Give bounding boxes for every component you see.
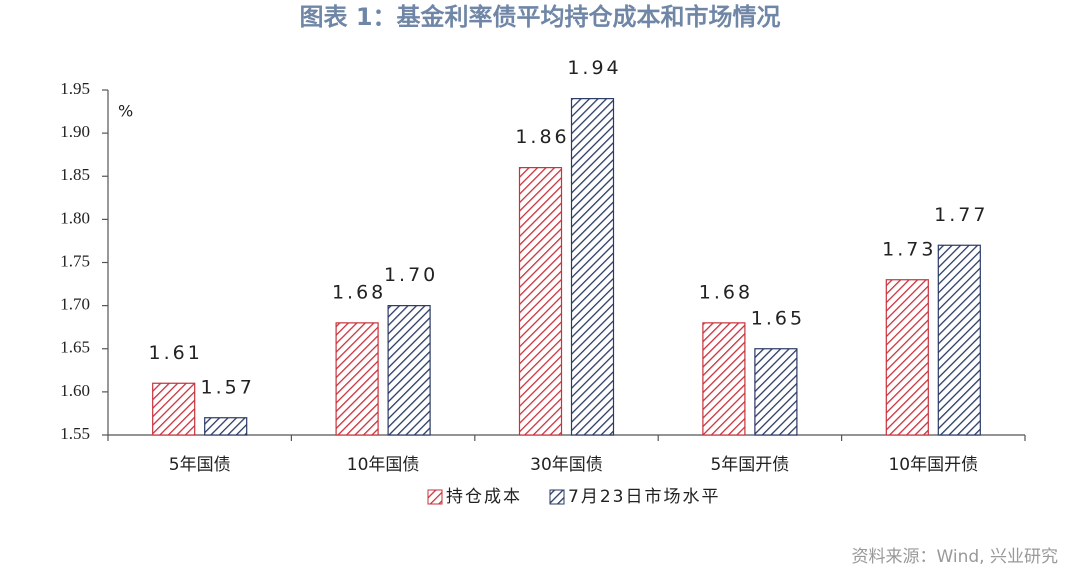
y-tick-label: 1.60 (60, 381, 90, 400)
value-label: 1.65 (751, 307, 805, 329)
value-label: 1.77 (934, 204, 988, 226)
bar (937, 244, 981, 436)
value-label: 1.86 (515, 126, 569, 148)
y-tick-label: 1.75 (60, 251, 90, 270)
value-label: 1.61 (149, 342, 203, 364)
x-tick-label: 5年国债 (169, 455, 231, 475)
chart-title: 图表 1：基金利率债平均持仓成本和市场情况 (299, 3, 780, 31)
bar (754, 348, 798, 436)
value-label: 1.94 (567, 57, 621, 79)
bar (518, 167, 563, 436)
legend-swatch (549, 489, 565, 505)
value-label: 1.68 (699, 281, 753, 303)
x-tick-label: 10年国债 (347, 455, 420, 475)
x-tick-label: 5年国开债 (710, 455, 789, 475)
x-tick-label: 10年国开债 (888, 455, 978, 475)
y-tick-label: 1.70 (60, 295, 90, 314)
y-tick-label: 1.95 (60, 79, 90, 98)
legend-swatch (427, 489, 443, 505)
value-label: 1.70 (384, 264, 438, 286)
value-label: 1.73 (882, 238, 936, 260)
bar (335, 322, 379, 436)
unit-label: % (118, 102, 133, 121)
bar (885, 279, 929, 436)
source-note: 资料来源：Wind, 兴业研究 (851, 547, 1058, 567)
value-label: 1.68 (332, 281, 386, 303)
bar (570, 98, 615, 436)
y-tick-label: 1.65 (60, 338, 90, 357)
y-tick-label: 1.55 (60, 424, 90, 443)
bar (152, 382, 196, 436)
x-tick-label: 30年国债 (530, 455, 603, 475)
value-label: 1.57 (201, 376, 255, 398)
legend-label: 7月23日市场水平 (568, 487, 720, 507)
y-tick-label: 1.90 (60, 122, 90, 141)
bar (702, 322, 746, 436)
y-tick-label: 1.85 (60, 165, 90, 184)
y-tick-label: 1.80 (60, 208, 90, 227)
bar (387, 305, 431, 436)
legend-label: 持仓成本 (446, 487, 522, 507)
bar (204, 417, 248, 436)
